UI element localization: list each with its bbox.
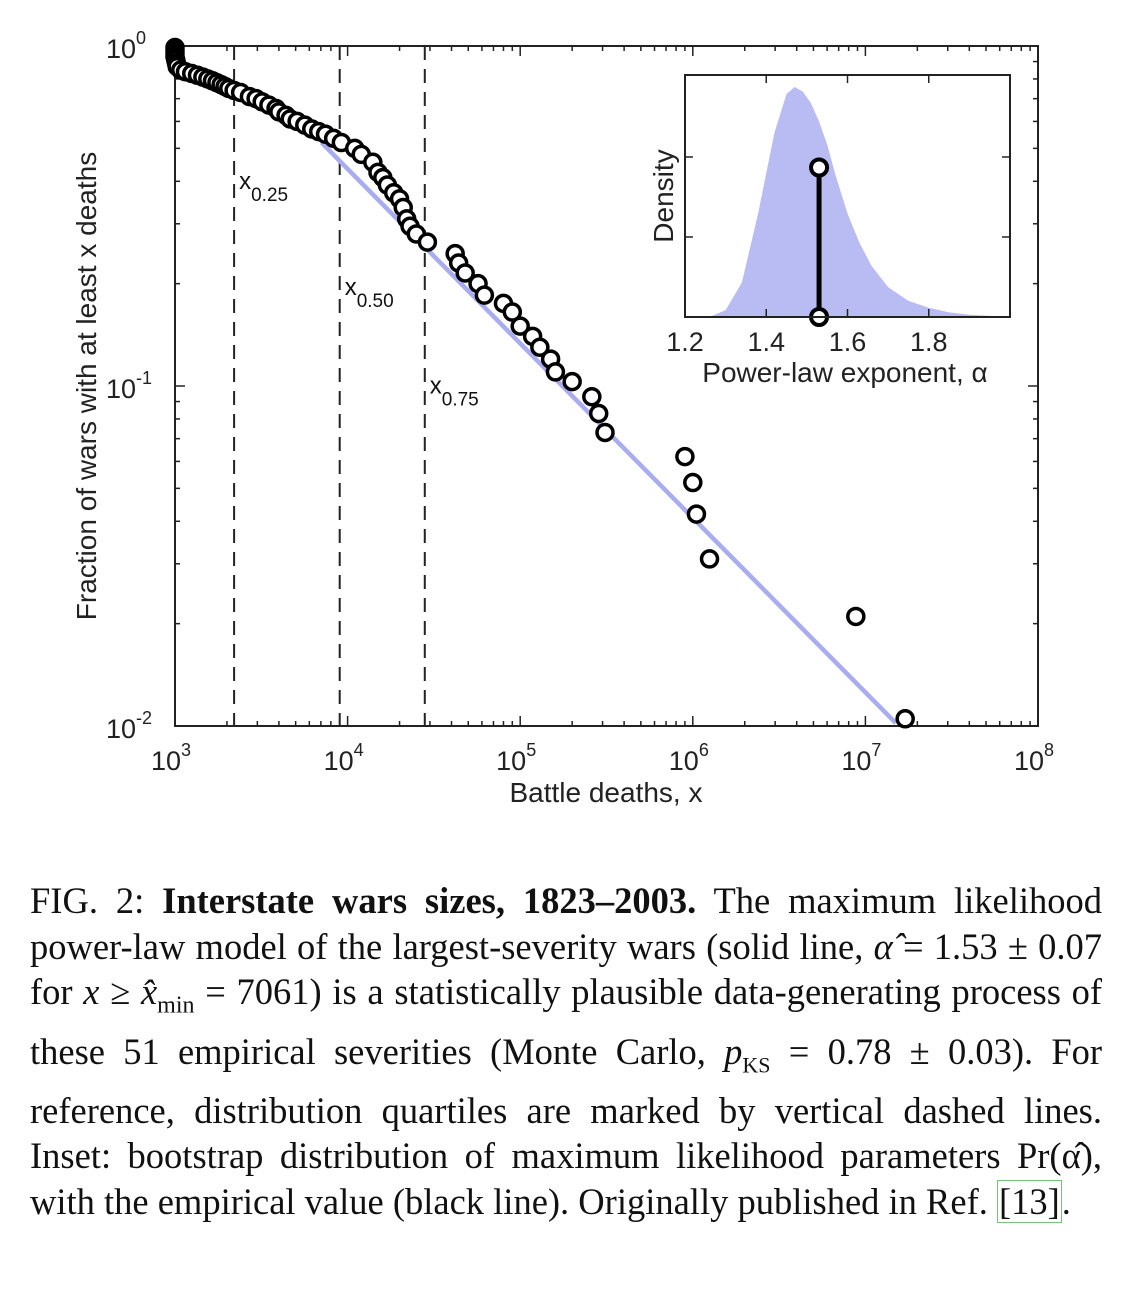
data-point [417, 232, 438, 252]
caption-eq-1: = 1.53 ± 0.07 for [30, 925, 1102, 1013]
caption-alpha-hat: α̂ [873, 925, 893, 967]
x-tick-label: 108 [1014, 740, 1054, 776]
caption-ref-link[interactable]: [13] [996, 1179, 1062, 1223]
x-tick-label: 104 [324, 740, 364, 776]
caption-end: . [1061, 1180, 1071, 1222]
inset-tick-labels: 1.2 1.4 1.6 1.8 [666, 327, 947, 357]
inset-x-axis-title: Power-law exponent, α [702, 357, 987, 388]
data-point [455, 263, 475, 283]
caption-x: x [83, 971, 100, 1012]
data-point [846, 606, 866, 627]
data-point [562, 371, 582, 392]
quartile-lines: x0.25 x0.50 x0.75 [233, 46, 479, 726]
data-points [165, 37, 915, 729]
quartile-label: x0.75 [430, 373, 479, 411]
data-point [895, 709, 915, 729]
x-tick-label: 106 [669, 740, 709, 776]
inset-x-tick-label: 1.8 [910, 327, 948, 357]
empirical-alpha-marker-top [809, 157, 830, 178]
main-ticks [174, 45, 1039, 727]
caption-geq: ≥ [110, 971, 131, 1012]
inset-x-tick-label: 1.6 [829, 327, 867, 357]
data-point [686, 504, 707, 524]
caption-xmin-hat: x̂ [140, 971, 158, 1012]
data-point [582, 386, 602, 407]
y-tick-label: 100 [106, 28, 146, 64]
data-point [699, 549, 720, 569]
data-point [675, 446, 695, 467]
caption-ks-sub: KS [742, 1052, 771, 1078]
y-tick-labels: 100 10-1 10-2 [106, 28, 152, 744]
inset-chart: 1.2 1.4 1.6 1.8 Power-law exponent, α Densi… [648, 74, 1011, 388]
x-tick-label: 105 [496, 740, 536, 776]
x-axis-title: Battle deaths, x [509, 777, 702, 808]
data-point [595, 422, 615, 443]
quartile-label: x0.25 [239, 168, 288, 206]
data-point [588, 403, 609, 424]
data-point [530, 337, 550, 358]
y-tick-label: 10-2 [106, 708, 152, 744]
caption-min-sub: min [157, 992, 195, 1019]
inset-y-axis-title: Density [648, 149, 679, 242]
data-point [683, 472, 703, 493]
data-point [474, 285, 495, 305]
inset-x-tick-label: 1.2 [666, 327, 704, 357]
caption-eq-2: = 7061) is a statistically plausible dat… [30, 971, 1103, 1072]
figure-caption: FIG. 2: Interstate wars sizes, 1823–2003… [30, 878, 1102, 1224]
bootstrap-density-area [709, 87, 1010, 317]
y-axis-title: Fraction of wars with at least x deaths [71, 152, 102, 620]
caption-p: p [724, 1030, 743, 1072]
data-point [502, 302, 523, 322]
inset-x-tick-label: 1.4 [747, 327, 785, 357]
x-tick-label: 103 [151, 740, 191, 776]
inset-ticks [684, 75, 1010, 317]
x-tick-labels: 103 104 105 106 107 108 [151, 740, 1054, 776]
caption-body-1: The maximum likelihood power-law model o… [30, 880, 1103, 967]
x-tick-label: 107 [841, 740, 881, 776]
y-tick-label: 10-1 [106, 368, 152, 404]
caption-label: FIG. 2: [30, 880, 145, 921]
data-point [510, 316, 530, 336]
caption-eq-3: = 0.78 ± 0.03). For reference, distribut… [30, 1030, 1103, 1222]
quartile-label: x0.50 [345, 274, 394, 312]
caption-title: Interstate wars sizes, 1823–2003. [162, 880, 697, 921]
data-point [545, 362, 566, 382]
